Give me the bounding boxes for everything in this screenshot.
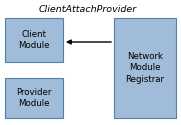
Bar — [114, 18, 176, 118]
Text: ClientAttachProvider: ClientAttachProvider — [39, 4, 137, 14]
Text: Provider
Module: Provider Module — [16, 88, 52, 108]
Bar — [5, 18, 63, 62]
Text: Client
Module: Client Module — [18, 30, 50, 50]
Text: Network
Module
Registrar: Network Module Registrar — [125, 52, 165, 84]
Bar — [5, 78, 63, 118]
